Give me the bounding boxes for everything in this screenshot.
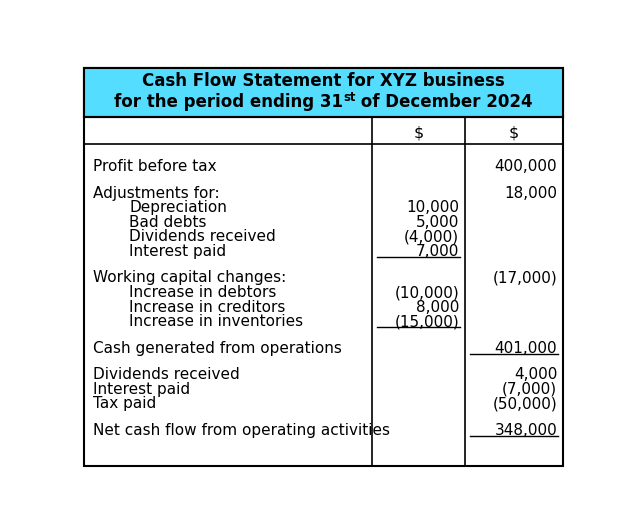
Text: Profit before tax: Profit before tax bbox=[93, 159, 216, 174]
Text: Cash generated from operations: Cash generated from operations bbox=[93, 341, 341, 356]
Text: Increase in debtors: Increase in debtors bbox=[129, 285, 276, 300]
Text: (10,000): (10,000) bbox=[394, 285, 459, 300]
Text: 400,000: 400,000 bbox=[495, 159, 557, 174]
Text: Interest paid: Interest paid bbox=[129, 244, 227, 259]
Text: Dividends received: Dividends received bbox=[93, 367, 239, 382]
Text: 5,000: 5,000 bbox=[416, 215, 459, 230]
Bar bbox=[84, 68, 563, 117]
Text: Cash Flow Statement for XYZ business: Cash Flow Statement for XYZ business bbox=[142, 73, 505, 91]
Text: for the period ending 31st of December 2024: for the period ending 31st of December 2… bbox=[0, 529, 1, 530]
Text: Increase in creditors: Increase in creditors bbox=[129, 299, 286, 315]
Text: Increase in inventories: Increase in inventories bbox=[129, 314, 304, 329]
Text: of December 2024: of December 2024 bbox=[355, 93, 533, 111]
Text: 7,000: 7,000 bbox=[416, 244, 459, 259]
Text: 4,000: 4,000 bbox=[514, 367, 557, 382]
Text: 8,000: 8,000 bbox=[416, 299, 459, 315]
Text: Working capital changes:: Working capital changes: bbox=[93, 270, 286, 286]
Text: $: $ bbox=[509, 126, 519, 140]
Text: 18,000: 18,000 bbox=[504, 186, 557, 200]
Text: st: st bbox=[343, 91, 355, 104]
Text: (4,000): (4,000) bbox=[404, 229, 459, 244]
Text: (15,000): (15,000) bbox=[394, 314, 459, 329]
Text: $: $ bbox=[414, 126, 424, 140]
Bar bbox=[84, 68, 563, 117]
Text: Bad debts: Bad debts bbox=[129, 215, 207, 230]
Text: Net cash flow from operating activities: Net cash flow from operating activities bbox=[93, 422, 389, 438]
Text: Adjustments for:: Adjustments for: bbox=[93, 186, 219, 200]
Text: for the period ending 31: for the period ending 31 bbox=[114, 93, 343, 111]
Text: Dividends received: Dividends received bbox=[129, 229, 276, 244]
Text: 348,000: 348,000 bbox=[495, 422, 557, 438]
Text: (17,000): (17,000) bbox=[492, 270, 557, 286]
Text: Interest paid: Interest paid bbox=[93, 382, 190, 396]
Text: Tax paid: Tax paid bbox=[93, 396, 156, 411]
Text: (50,000): (50,000) bbox=[492, 396, 557, 411]
Text: (7,000): (7,000) bbox=[502, 382, 557, 396]
Text: 401,000: 401,000 bbox=[495, 341, 557, 356]
Text: 10,000: 10,000 bbox=[406, 200, 459, 215]
Text: Depreciation: Depreciation bbox=[129, 200, 227, 215]
